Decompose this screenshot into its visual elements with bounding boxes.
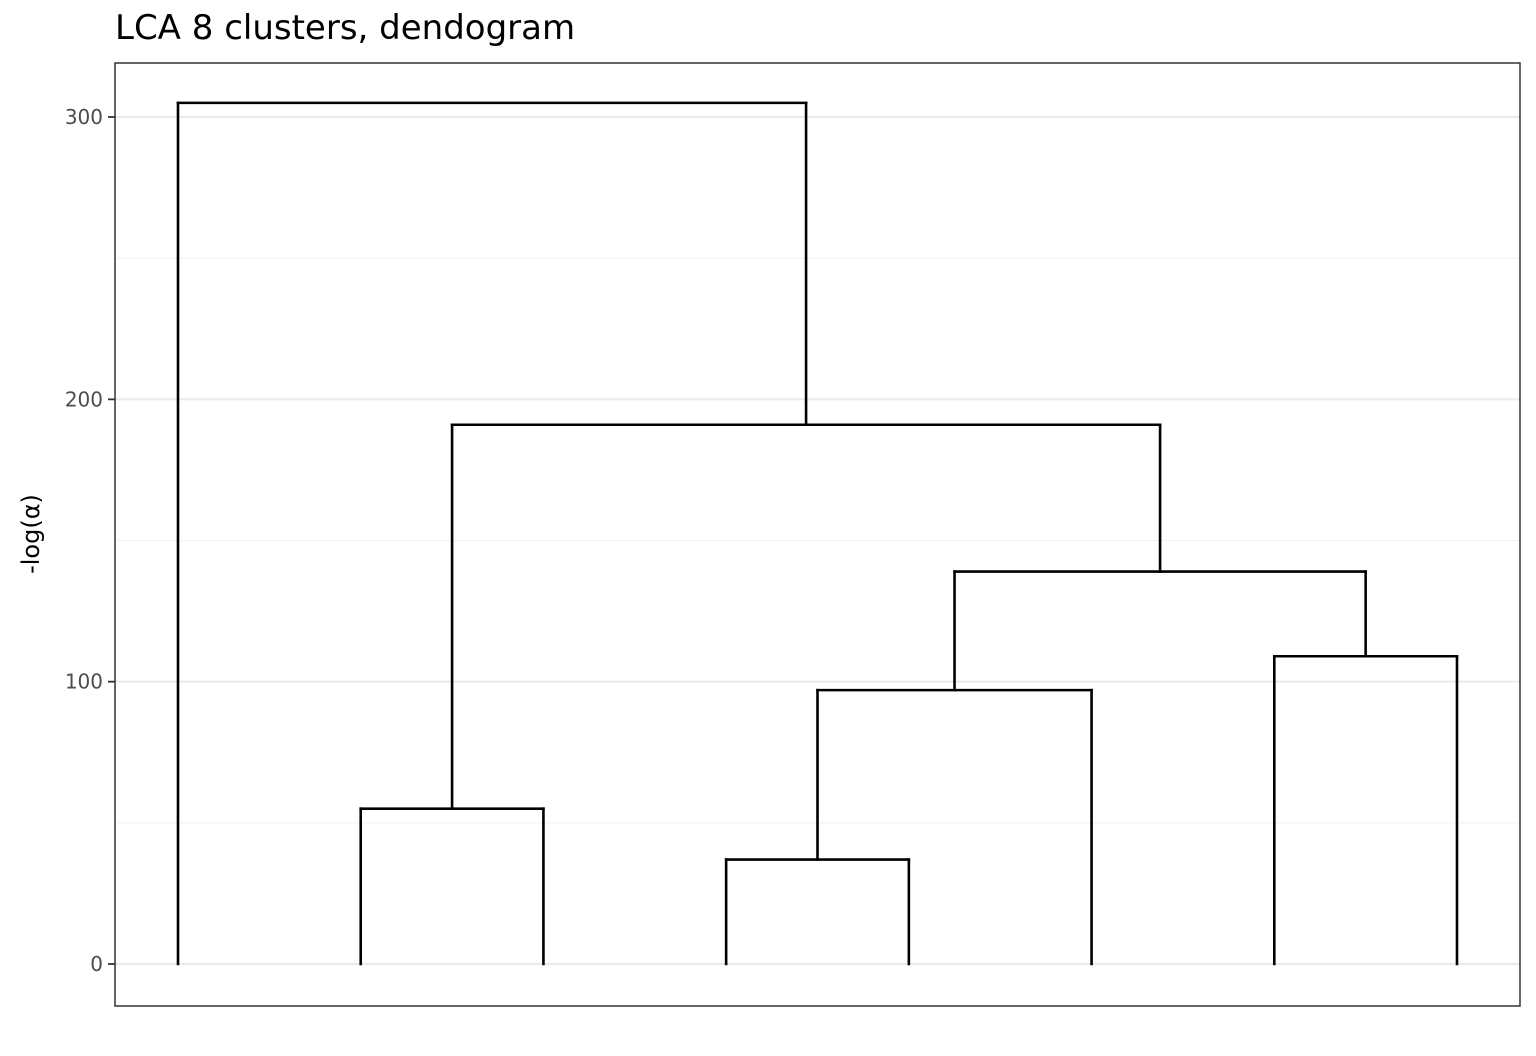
y-tick-label: 100 <box>65 670 103 694</box>
chart-title: LCA 8 clusters, dendogram <box>115 8 576 48</box>
panel-border <box>114 62 1521 1007</box>
y-tick-label: 200 <box>65 387 103 411</box>
grid-layer <box>115 115 1520 966</box>
y-tick-label: 0 <box>90 952 103 976</box>
y-axis: 0 100 200 300 <box>65 105 115 976</box>
dendrogram-segments <box>176 101 1459 966</box>
y-tick-label: 300 <box>65 105 103 129</box>
